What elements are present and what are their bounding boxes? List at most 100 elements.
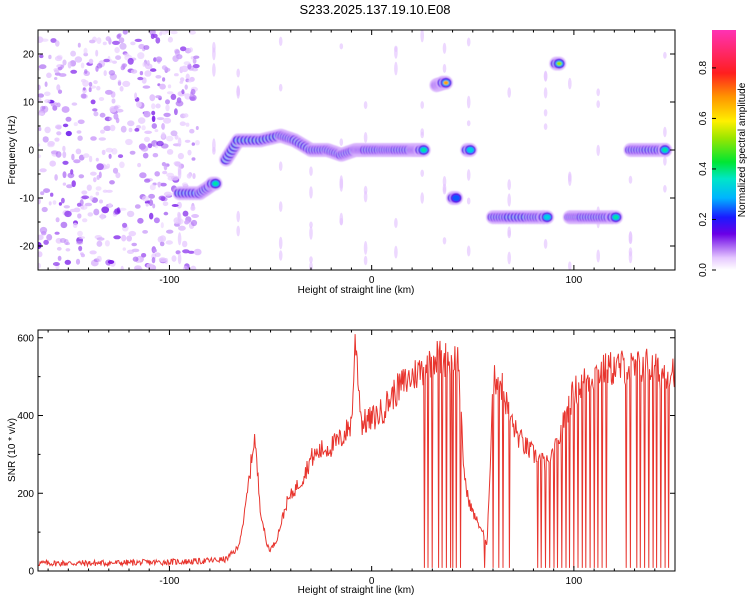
noise-blob — [160, 196, 166, 202]
streak-blob — [278, 250, 283, 261]
noise-blob — [73, 159, 81, 164]
noise-blob — [112, 167, 119, 174]
streak-blob — [543, 87, 548, 99]
noise-blob — [39, 226, 48, 234]
noise-blob — [105, 147, 114, 153]
colorbar-tick-label: 0.0 — [698, 263, 709, 277]
noise-blob — [174, 49, 180, 56]
noise-blob — [101, 206, 110, 214]
noise-blob — [120, 265, 124, 270]
noise-blob — [159, 241, 165, 247]
noise-blob — [41, 38, 49, 42]
noise-blob — [96, 85, 101, 91]
noise-blob — [180, 77, 185, 82]
noise-blob — [158, 257, 167, 263]
noise-blob — [118, 207, 127, 211]
colorbar-gradient — [712, 30, 736, 270]
noise-blob — [54, 77, 58, 80]
noise-blob — [65, 130, 72, 137]
noise-blob — [109, 124, 116, 132]
noise-blob — [163, 117, 172, 124]
noise-blob — [75, 148, 82, 155]
streak-blob — [236, 225, 240, 237]
streak-blob — [596, 100, 600, 108]
noise-blob — [151, 110, 156, 116]
streak-blob — [363, 241, 368, 255]
noise-blob — [151, 115, 156, 123]
noise-blob — [138, 117, 146, 124]
noise-blob — [135, 267, 143, 270]
streak-blob — [466, 169, 471, 181]
noise-blob — [156, 117, 165, 121]
noise-blob — [42, 136, 49, 143]
streak-blob — [628, 175, 633, 184]
noise-blob — [115, 108, 124, 113]
noise-blob — [38, 93, 44, 98]
streak-blob — [420, 192, 425, 204]
noise-blob — [152, 248, 158, 253]
snr-series — [38, 334, 675, 568]
noise-blob — [98, 137, 107, 141]
ridge-core — [556, 61, 562, 66]
streak-blob — [596, 249, 600, 263]
noise-blob — [52, 262, 60, 266]
noise-blob — [95, 186, 102, 191]
noise-blob — [99, 112, 106, 118]
noise-blob — [136, 101, 142, 108]
noise-blob — [121, 234, 127, 242]
noise-blob — [170, 93, 177, 100]
noise-blob — [155, 37, 161, 44]
noise-blob — [192, 57, 197, 64]
noise-blob — [54, 55, 63, 62]
noise-blob — [142, 62, 146, 67]
streak-blob — [236, 210, 240, 223]
streak-blob — [363, 255, 368, 266]
noise-blob — [141, 253, 147, 258]
noise-blob — [190, 265, 197, 270]
noise-blob — [139, 172, 147, 179]
streak-blob — [420, 101, 425, 109]
colorbar-ticks: 0.0 0.2 0.4 0.6 0.8 — [698, 61, 716, 277]
streak-blob — [309, 256, 313, 263]
noise-blob — [123, 53, 130, 57]
noise-blob — [122, 30, 128, 35]
streak-blob — [394, 61, 398, 76]
noise-blob — [93, 208, 100, 216]
noise-blob — [100, 213, 105, 220]
noise-blob — [137, 217, 144, 224]
noise-blob — [80, 253, 85, 258]
noise-blob — [54, 174, 58, 181]
noise-blob — [190, 205, 196, 211]
noise-blob — [193, 248, 202, 256]
noise-blob — [40, 105, 45, 112]
noise-blob — [56, 125, 62, 130]
noise-blob — [70, 169, 74, 175]
noise-blob — [108, 153, 112, 159]
noise-blob — [149, 94, 156, 102]
noise-blob — [82, 153, 90, 158]
streak-blob — [177, 232, 182, 246]
noise-blob — [136, 125, 141, 129]
noise-blob — [65, 116, 72, 122]
noise-blob — [181, 89, 185, 95]
noise-blob — [185, 73, 190, 81]
colorbar: 0.0 0.2 0.4 0.6 0.8 Normalized spectral ampl… — [698, 30, 748, 277]
noise-blob — [175, 100, 184, 107]
streak-blob — [177, 161, 182, 176]
noise-blob — [92, 108, 98, 112]
streak-blob — [466, 120, 471, 127]
noise-blob — [78, 236, 85, 240]
noise-blob — [76, 202, 82, 207]
noise-blob — [112, 60, 117, 64]
noise-blob — [74, 56, 83, 63]
noise-blob — [84, 202, 93, 207]
noise-blob — [39, 168, 47, 173]
chart-title: S233.2025.137.19.10.E08 — [299, 2, 451, 17]
noise-blob — [38, 143, 41, 147]
streak-blob — [568, 171, 572, 182]
spectrogram-x-label: Height of straight line (km) — [298, 285, 415, 296]
noise-blob — [178, 225, 186, 231]
noise-blob — [78, 245, 83, 252]
streak-blob — [363, 101, 368, 110]
noise-blob — [111, 98, 116, 104]
